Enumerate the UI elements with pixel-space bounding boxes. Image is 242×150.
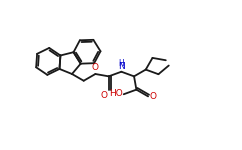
Text: O: O [92, 63, 99, 72]
Text: O: O [149, 92, 156, 101]
Text: O: O [100, 91, 107, 100]
Text: H: H [119, 59, 124, 68]
Text: N: N [118, 62, 125, 71]
Text: HO: HO [109, 89, 123, 98]
